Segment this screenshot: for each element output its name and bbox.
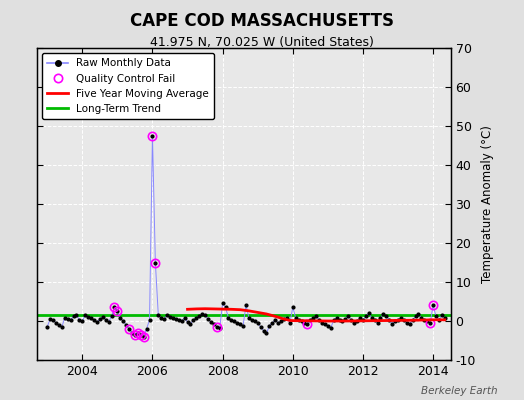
Y-axis label: Temperature Anomaly (°C): Temperature Anomaly (°C) <box>482 125 495 283</box>
Text: Berkeley Earth: Berkeley Earth <box>421 386 498 396</box>
Text: CAPE COD MASSACHUSETTS: CAPE COD MASSACHUSETTS <box>130 12 394 30</box>
Text: 41.975 N, 70.025 W (United States): 41.975 N, 70.025 W (United States) <box>150 36 374 49</box>
Legend: Raw Monthly Data, Quality Control Fail, Five Year Moving Average, Long-Term Tren: Raw Monthly Data, Quality Control Fail, … <box>42 53 214 119</box>
